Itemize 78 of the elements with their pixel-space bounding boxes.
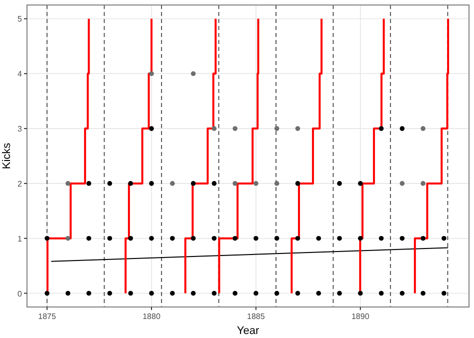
point bbox=[86, 290, 92, 296]
point bbox=[212, 181, 217, 186]
point bbox=[400, 181, 405, 186]
point bbox=[212, 236, 217, 241]
point bbox=[149, 71, 154, 76]
point bbox=[254, 236, 258, 241]
x-tick-label: 1875 bbox=[38, 312, 56, 321]
y-tick-label: 5 bbox=[18, 14, 23, 24]
point bbox=[128, 236, 134, 241]
point bbox=[337, 181, 342, 186]
point bbox=[358, 290, 363, 296]
point bbox=[400, 126, 405, 131]
point bbox=[420, 236, 426, 241]
point bbox=[378, 236, 384, 241]
point bbox=[149, 126, 154, 131]
x-axis-title: Year bbox=[236, 325, 260, 337]
point bbox=[295, 181, 300, 186]
x-tick-label: 1885 bbox=[247, 312, 266, 321]
point bbox=[232, 181, 238, 186]
point bbox=[128, 181, 134, 186]
point bbox=[295, 126, 300, 131]
point bbox=[66, 181, 70, 186]
point bbox=[316, 290, 322, 296]
point bbox=[212, 290, 217, 296]
point bbox=[170, 181, 175, 186]
y-tick-label: 2 bbox=[18, 179, 23, 188]
point bbox=[254, 290, 258, 296]
point bbox=[378, 126, 384, 131]
point bbox=[358, 181, 363, 186]
y-tick-label: 0 bbox=[18, 289, 23, 298]
y-tick-label: 1 bbox=[18, 234, 23, 244]
point bbox=[254, 181, 258, 186]
point bbox=[170, 290, 175, 296]
point bbox=[107, 181, 112, 186]
point bbox=[232, 126, 238, 131]
point bbox=[232, 236, 238, 241]
point bbox=[86, 236, 92, 241]
point bbox=[274, 236, 280, 241]
point bbox=[107, 290, 112, 296]
point bbox=[420, 181, 426, 186]
point bbox=[295, 236, 300, 241]
y-tick-label: 3 bbox=[18, 124, 23, 134]
point bbox=[274, 126, 280, 131]
x-tick-label: 1880 bbox=[142, 312, 161, 321]
point bbox=[149, 236, 154, 241]
point bbox=[420, 290, 426, 296]
x-tick-label: 1890 bbox=[351, 312, 370, 321]
y-axis-title: Kicks bbox=[1, 142, 13, 170]
point bbox=[442, 290, 446, 296]
point bbox=[274, 290, 280, 296]
point bbox=[400, 236, 405, 241]
point bbox=[378, 290, 384, 296]
point bbox=[86, 181, 92, 186]
point bbox=[44, 236, 50, 241]
point bbox=[295, 290, 300, 296]
point bbox=[358, 236, 363, 241]
point bbox=[44, 290, 50, 296]
point bbox=[337, 236, 342, 241]
point bbox=[66, 236, 70, 241]
point bbox=[232, 290, 238, 296]
point bbox=[316, 236, 322, 241]
point bbox=[190, 71, 196, 76]
y-tick-label: 4 bbox=[18, 70, 23, 79]
point bbox=[212, 126, 217, 131]
point bbox=[337, 290, 342, 296]
point bbox=[400, 290, 405, 296]
point bbox=[170, 236, 175, 241]
point bbox=[190, 290, 196, 296]
point bbox=[107, 236, 112, 241]
point bbox=[420, 126, 426, 131]
point bbox=[149, 181, 154, 186]
point bbox=[190, 181, 196, 186]
point bbox=[149, 290, 154, 296]
point bbox=[190, 236, 196, 241]
point bbox=[442, 236, 446, 241]
point bbox=[128, 290, 134, 296]
point bbox=[66, 290, 70, 296]
point bbox=[274, 181, 280, 186]
